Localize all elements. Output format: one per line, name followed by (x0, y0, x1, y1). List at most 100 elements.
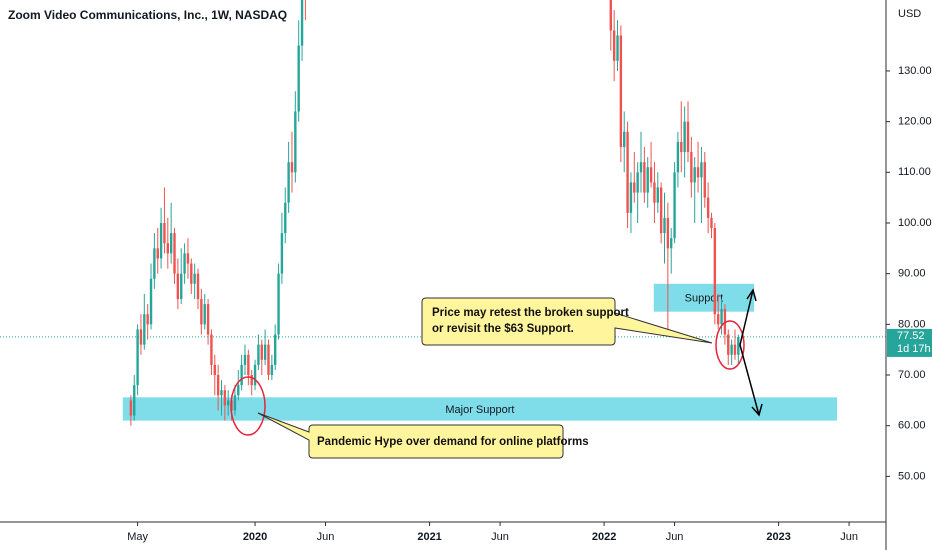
candle-body (143, 314, 146, 345)
candle-body (263, 344, 267, 360)
y-tick-label: 80.00 (898, 318, 926, 330)
candle-body (196, 273, 200, 300)
candle-body (290, 162, 294, 173)
candle-body (250, 375, 253, 386)
candle-body (609, 0, 613, 31)
candle-body (180, 273, 183, 300)
price-tag-countdown: 1d 17h (897, 343, 931, 355)
candle-body (659, 187, 663, 234)
annotations: Price may retest the broken support or r… (230, 288, 763, 459)
candle-body (149, 278, 153, 325)
candle-body (277, 273, 280, 335)
candle-body (270, 364, 274, 376)
candle-body (690, 152, 693, 183)
candle-body (260, 344, 263, 360)
candle-body (666, 217, 670, 249)
candle-body (612, 30, 616, 61)
candle-body (696, 167, 700, 178)
candle-body (153, 248, 156, 279)
candle-body (136, 329, 139, 386)
candle-body (183, 253, 186, 274)
candle-body (133, 385, 136, 416)
candle-body (626, 131, 629, 213)
candle-body (636, 172, 639, 193)
candle-body (169, 233, 173, 254)
candle-body (176, 273, 180, 300)
candle-body (653, 182, 656, 203)
y-tick-label: 130.00 (898, 65, 932, 77)
candle-body (727, 334, 730, 355)
candle-body (643, 162, 646, 193)
zone-label: Support (685, 293, 724, 305)
candle-body (193, 273, 196, 284)
candle-body (284, 202, 287, 234)
candle-body (646, 167, 649, 193)
chart-title: Zoom Video Communications, Inc., 1W, NAS… (8, 8, 287, 22)
callout-text: Price may retest the broken support (432, 307, 629, 319)
candle-body (686, 121, 690, 153)
candle-body (280, 233, 284, 274)
candle-body (663, 217, 666, 234)
x-tick-label: May (127, 531, 148, 543)
plot-area: Support Major Support (0, 0, 886, 426)
candle-body (680, 141, 683, 153)
candle-body (253, 364, 257, 386)
candle-body (287, 162, 290, 203)
candle-body (206, 304, 210, 335)
candle-body (737, 336, 740, 355)
candle-body (129, 400, 133, 416)
candle-body (623, 131, 626, 147)
candle-body (619, 35, 623, 147)
candle-body (156, 248, 159, 259)
candle-body (139, 329, 143, 345)
candle-body (240, 364, 243, 386)
callout-box (421, 297, 713, 346)
candle-body (163, 222, 166, 244)
zone-label: Major Support (445, 404, 514, 416)
candle-body (706, 197, 710, 218)
y-tick-label: 70.00 (898, 369, 926, 381)
candle-body (213, 364, 216, 376)
y-tick-label: 110.00 (898, 166, 931, 178)
y-tick-label: 50.00 (898, 470, 926, 482)
candle-body (656, 187, 659, 203)
candle-body (166, 243, 170, 254)
x-tick-label: Jun (491, 531, 509, 543)
candle-body (720, 309, 723, 325)
candle-body (186, 253, 190, 264)
x-tick-label: 2021 (417, 531, 441, 543)
candle-body (703, 162, 706, 198)
candle-body (629, 182, 633, 213)
arrow-down (739, 344, 763, 417)
callout-box (257, 412, 564, 459)
x-tick-label: Jun (317, 531, 335, 543)
candle-body (683, 121, 686, 153)
candle-body (713, 228, 717, 315)
currency-label: USD (898, 8, 921, 20)
y-tick-label: 120.00 (898, 116, 932, 128)
candle-body (233, 395, 237, 411)
price-tag (887, 328, 932, 357)
y-tick-label: 60.00 (898, 420, 926, 432)
candle-body (730, 344, 733, 355)
candle-body (223, 390, 227, 406)
price-tag-value: 77.52 (897, 330, 925, 342)
candle-body (670, 238, 673, 249)
candle-body (220, 390, 223, 396)
y-tick-label: 100.00 (898, 217, 932, 229)
candle-body (237, 385, 240, 396)
candle-body (639, 162, 643, 173)
candle-body (633, 182, 636, 193)
candle-body (716, 314, 720, 325)
highlight-ellipse (715, 320, 745, 370)
candle-body (673, 172, 676, 239)
candle-body (294, 111, 297, 173)
candle-body (190, 263, 193, 284)
x-tick-label: Jun (840, 531, 858, 543)
x-tick-label: 2023 (766, 531, 790, 543)
candle-body (710, 217, 713, 229)
candle-body (227, 400, 230, 406)
candle-body (203, 304, 206, 325)
support-zone (122, 397, 838, 421)
